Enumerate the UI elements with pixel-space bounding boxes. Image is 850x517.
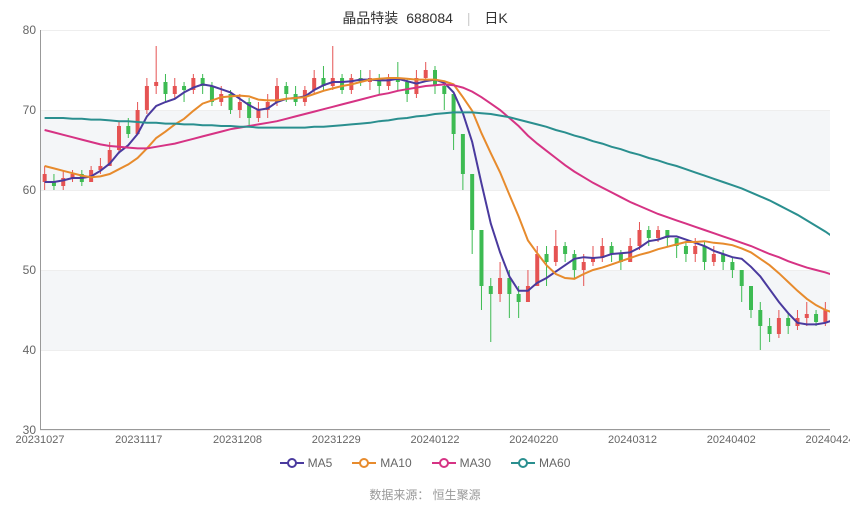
stock-code: 688084 [406,10,453,26]
x-axis-label: 20231027 [16,434,65,446]
x-axis-label: 20240220 [509,434,558,446]
legend-label: MA30 [460,456,491,470]
source-value: 恒生聚源 [433,488,481,502]
y-axis-label: 60 [12,183,36,197]
legend: MA5 MA10 MA30 MA60 [0,456,850,472]
x-axis-label: 20240424 [806,434,850,446]
y-axis-label: 40 [12,343,36,357]
legend-item: MA5 [280,456,333,470]
legend-label: MA60 [539,456,570,470]
x-axis-label: 20240312 [608,434,657,446]
chart-area: 3040506070802023102720231117202312082023… [40,30,830,430]
legend-label: MA5 [308,456,333,470]
x-axis-label: 20240402 [707,434,756,446]
ma-line [45,79,830,325]
chart-svg [40,30,830,430]
x-axis-label: 20231229 [312,434,361,446]
legend-item: MA60 [511,456,570,470]
stock-name: 晶品特装 [342,10,398,26]
legend-item: MA10 [352,456,411,470]
data-source: 数据来源： 恒生聚源 [0,486,850,503]
legend-item: MA30 [432,456,491,470]
title-sep: | [467,10,471,26]
y-axis-label: 80 [12,23,36,37]
period-label: 日K [484,10,507,26]
x-axis-label: 20240122 [411,434,460,446]
source-label: 数据来源： [369,488,429,502]
y-axis-label: 70 [12,103,36,117]
y-axis-label: 50 [12,263,36,277]
legend-label: MA10 [380,456,411,470]
x-axis-label: 20231208 [213,434,262,446]
x-axis-label: 20231117 [115,434,162,446]
chart-title: 晶品特装 688084 | 日K [0,0,850,28]
